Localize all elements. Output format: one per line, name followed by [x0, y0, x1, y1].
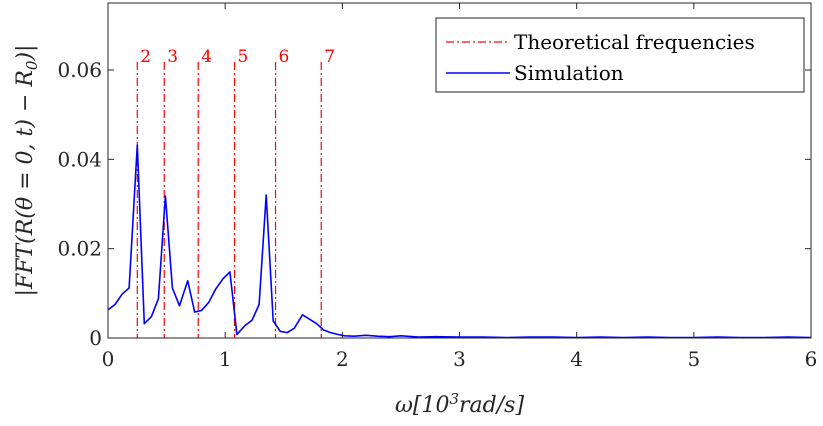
- x-tick-label: 2: [336, 347, 349, 371]
- mode-label-7: 7: [324, 47, 335, 67]
- legend-simulation-label: Simulation: [514, 61, 624, 85]
- y-tick-label: 0: [89, 326, 102, 350]
- x-tick-label: 4: [570, 347, 583, 371]
- y-ticks: 0 0.02 0.04 0.06: [57, 58, 811, 350]
- y-axis-label: |FFT(R(θ = 0, t) − R0)|: [13, 45, 41, 297]
- x-axis-label: ω[103rad/s]: [395, 390, 524, 418]
- mode-label-2: 2: [140, 47, 151, 67]
- legend-theoretical-label: Theoretical frequencies: [514, 30, 755, 54]
- x-tick-label: 3: [453, 347, 466, 371]
- legend-box: [435, 17, 805, 93]
- simulation-series: [107, 144, 812, 339]
- x-tick-label: 6: [805, 347, 818, 371]
- x-tick-label: 1: [219, 347, 232, 371]
- x-tick-label: 0: [102, 347, 115, 371]
- series-line-simulation: [107, 144, 812, 339]
- mode-label-3: 3: [167, 47, 178, 67]
- y-tick-label: 0.02: [57, 237, 102, 261]
- mode-label-5: 5: [238, 47, 249, 67]
- mode-label-6: 6: [279, 47, 290, 67]
- mode-label-4: 4: [201, 47, 212, 67]
- legend: Theoretical frequencies Simulation: [435, 17, 805, 93]
- y-tick-label: 0.06: [57, 58, 102, 82]
- x-tick-label: 5: [687, 347, 700, 371]
- y-tick-label: 0.04: [57, 147, 102, 171]
